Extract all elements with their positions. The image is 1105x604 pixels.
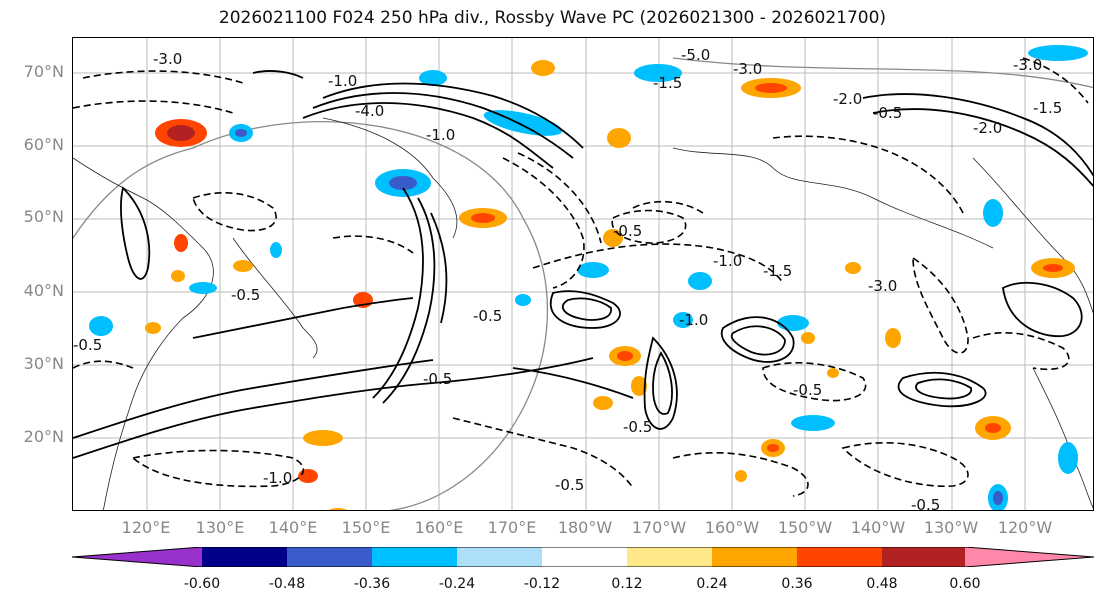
contour-label: -1.5	[763, 262, 792, 280]
colorbar-segment	[712, 547, 797, 567]
colorbar-segment-above-max	[965, 547, 1094, 567]
lon-label-130e: 130°E	[195, 518, 245, 537]
colorbar-segment	[627, 547, 712, 567]
lon-label-120e: 120°E	[121, 518, 171, 537]
contour-label: -3.0	[733, 60, 762, 78]
colorbar-tick-label: -0.60	[183, 576, 221, 592]
map-title: 2026021100 F024 250 hPa div., Rossby Wav…	[218, 8, 887, 28]
lon-label-140e: 140°E	[268, 518, 318, 537]
lon-label-160w: 160°W	[704, 518, 760, 537]
lat-label-40n: 40°N	[23, 281, 64, 300]
colorbar-segment	[797, 547, 882, 567]
contour-label: -0.5	[623, 418, 652, 436]
contour-label: -1.0	[713, 252, 742, 270]
contour-label: -0.5	[73, 336, 102, 354]
colorbar-tick-label: -0.12	[523, 576, 561, 592]
map-canvas: -3.0 -5.0 -1.0 -4.0 -3.0 -1.5 -1.0 -0.5 …	[73, 38, 1093, 511]
contour-label: -0.5	[613, 222, 642, 240]
colorbar-tick-label: -0.24	[438, 576, 476, 592]
contour-label: -1.0	[426, 126, 455, 144]
contour-label: -3.0	[868, 277, 897, 295]
lon-label-120w: 120°W	[997, 518, 1053, 537]
colorbar-segment	[287, 547, 372, 567]
colorbar-segment	[372, 547, 457, 567]
colorbar-tick-label: 0.36	[781, 576, 813, 592]
colorbar-tick-label: 0.60	[949, 576, 981, 592]
lat-label-20n: 20°N	[23, 427, 64, 446]
colorbar	[72, 547, 1094, 567]
negative-contours	[73, 57, 1089, 497]
contour-label: -0.5	[423, 370, 452, 388]
contour-label: -2.0	[973, 119, 1002, 137]
colorbar-segment-below-min	[72, 547, 202, 567]
colorbar-segment	[542, 547, 627, 567]
contour-label: -0.5	[473, 307, 502, 325]
lon-label-140w: 140°W	[850, 518, 906, 537]
contour-label: -0.5	[793, 381, 822, 399]
colorbar-segment	[457, 547, 542, 567]
lat-label-30n: 30°N	[23, 354, 64, 373]
contour-label: -0.5	[555, 476, 584, 494]
contour-label: -1.0	[679, 311, 708, 329]
contour-label: -1.0	[328, 72, 357, 90]
colorbar-segment	[882, 547, 967, 567]
colorbar-tick-label: 0.12	[611, 576, 643, 592]
contour-label: -1.5	[653, 74, 682, 92]
colorbar-tick-label: 0.24	[696, 576, 728, 592]
contour-label: -0.5	[911, 496, 940, 511]
colorbar-tick-label: -0.48	[268, 576, 306, 592]
lon-label-150w: 150°W	[777, 518, 833, 537]
divergence-shading	[89, 45, 1088, 510]
lon-label-170w: 170°W	[631, 518, 687, 537]
colorbar-tick-label: 0.48	[866, 576, 898, 592]
contour-label: -0.5	[231, 286, 260, 304]
lat-label-70n: 70°N	[23, 62, 64, 81]
positive-contours	[73, 70, 1093, 459]
coastlines	[73, 117, 1093, 510]
rossby-wave-outline-east	[672, 57, 1093, 89]
lon-label-160e: 160°E	[414, 518, 464, 537]
rossby-wave-outline	[73, 121, 548, 510]
contour-labels: -3.0 -5.0 -1.0 -4.0 -3.0 -1.5 -1.0 -0.5 …	[73, 46, 1062, 511]
contour-label: -0.5	[873, 104, 902, 122]
contour-label: -5.0	[681, 46, 710, 64]
contour-label: -1.5	[1033, 99, 1062, 117]
lon-label-170e: 170°E	[487, 518, 537, 537]
contour-label: -4.0	[355, 102, 384, 120]
colorbar-segment	[202, 547, 287, 567]
lon-label-150e: 150°E	[341, 518, 391, 537]
map-panel: -3.0 -5.0 -1.0 -4.0 -3.0 -1.5 -1.0 -0.5 …	[72, 37, 1094, 511]
lon-label-180w: 180°W	[557, 518, 613, 537]
lat-label-50n: 50°N	[23, 207, 64, 226]
contour-label: -3.0	[153, 50, 182, 68]
colorbar-tick-label: -0.36	[353, 576, 391, 592]
lat-label-60n: 60°N	[23, 135, 64, 154]
contour-label: -3.0	[1013, 56, 1042, 74]
lon-label-130w: 130°W	[923, 518, 979, 537]
contour-label: -1.0	[263, 469, 292, 487]
contour-label: -2.0	[833, 90, 862, 108]
